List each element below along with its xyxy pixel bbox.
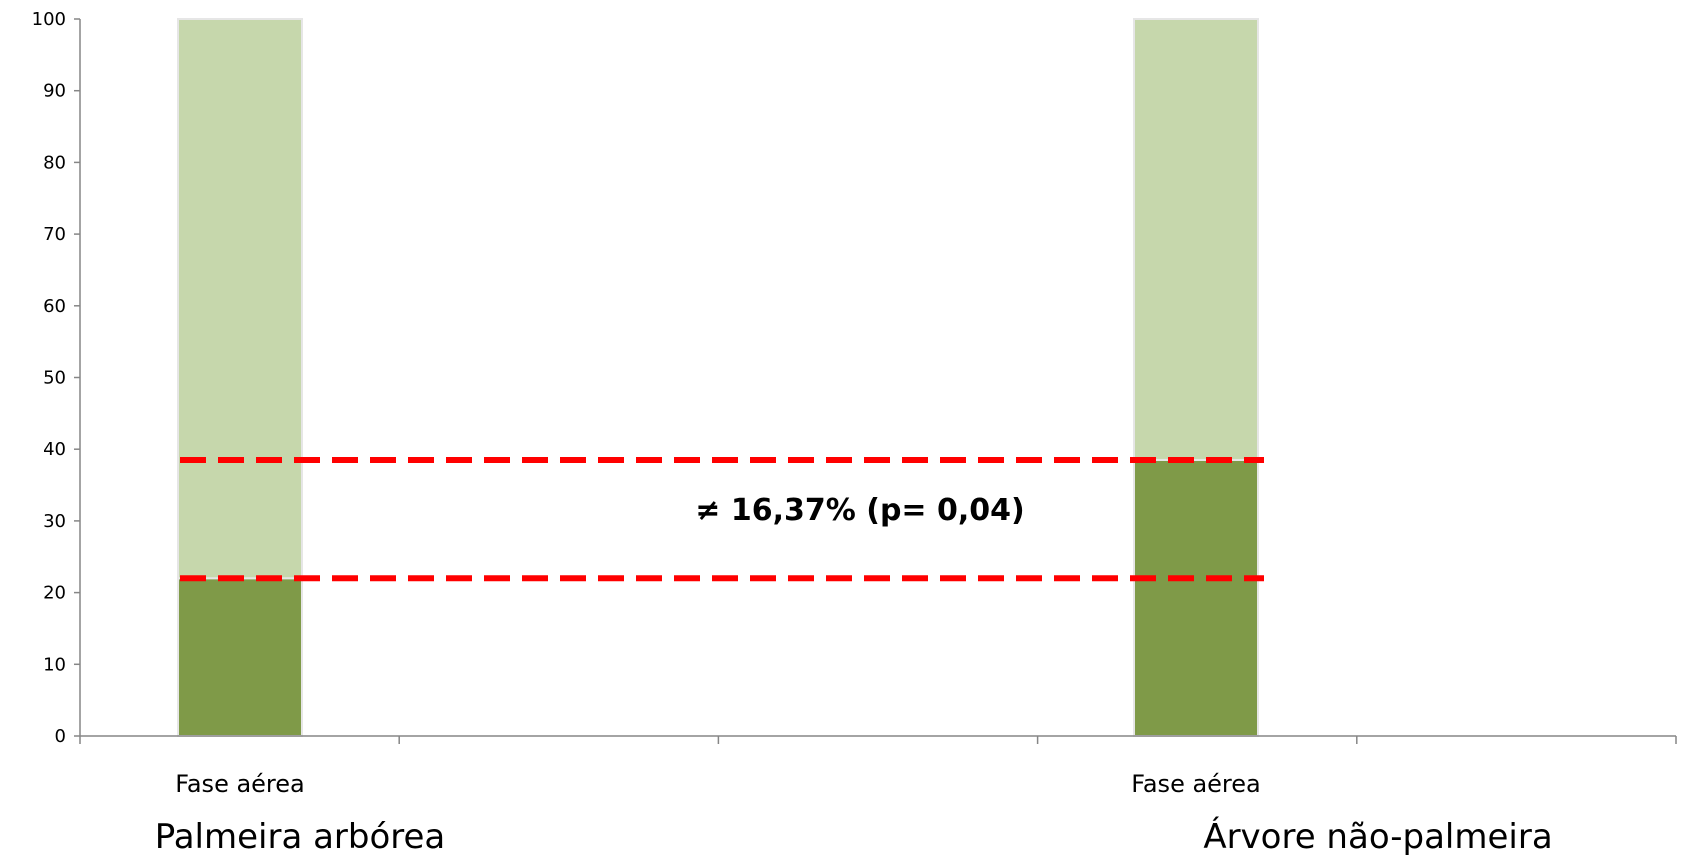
x-axis: Fase aérea Palmeira arbórea Fase aérea Árvo… <box>79 735 1677 857</box>
bar-segment <box>177 18 303 580</box>
y-tick-label: 30 <box>43 511 66 532</box>
difference-annotation: ≠ 16,37% (p= 0,04) <box>695 493 1024 528</box>
y-tick-label: 60 <box>43 296 66 317</box>
y-tick-label: 100 <box>32 9 66 30</box>
y-axis: 0 10 20 30 40 50 60 70 80 90 100 <box>32 9 81 747</box>
y-tick-label: 70 <box>43 224 66 245</box>
reference-lines <box>180 456 1264 582</box>
y-tick-label: 90 <box>43 81 66 102</box>
y-tick-label: 50 <box>43 368 66 389</box>
y-tick-label: 40 <box>43 439 66 460</box>
category-label: Fase aérea <box>1131 770 1261 798</box>
y-tick-label: 0 <box>55 726 66 747</box>
bar-segment <box>1133 458 1259 737</box>
group-label: Árvore não-palmeira <box>1203 816 1552 857</box>
bar-segment <box>177 577 303 738</box>
y-tick-label: 10 <box>43 654 66 675</box>
category-label: Fase aérea <box>175 770 305 798</box>
bar-segment <box>1133 18 1259 461</box>
y-tick-label: 80 <box>43 152 66 173</box>
bars <box>177 18 1259 738</box>
group-label: Palmeira arbórea <box>155 817 446 857</box>
y-tick-label: 20 <box>43 583 66 604</box>
